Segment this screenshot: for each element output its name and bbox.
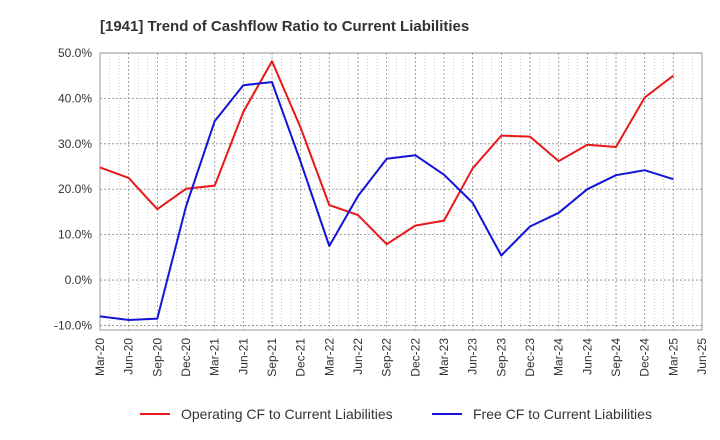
y-tick-label: -10.0% xyxy=(54,318,92,332)
legend-label: Free CF to Current Liabilities xyxy=(473,406,652,422)
x-tick-label: Mar-20 xyxy=(93,338,107,376)
x-tick-label: Jun-21 xyxy=(236,338,250,375)
y-tick-label: 30.0% xyxy=(58,137,92,151)
x-tick-label: Jun-23 xyxy=(466,338,480,375)
chart-title: [1941] Trend of Cashflow Ratio to Curren… xyxy=(100,18,469,35)
x-tick-label: Mar-22 xyxy=(322,338,336,376)
y-tick-label: 20.0% xyxy=(58,182,92,196)
y-axis-ticks: -10.0% 0.0% 10.0% 20.0% 30.0% 40.0% 50.0% xyxy=(54,46,92,332)
series-line-operating-cf xyxy=(99,60,674,246)
x-tick-label: Dec-24 xyxy=(638,338,652,377)
y-tick-label: 10.0% xyxy=(58,228,92,242)
x-tick-label: Dec-22 xyxy=(408,338,422,377)
x-tick-label: Mar-24 xyxy=(552,338,566,376)
legend: Operating CF to Current Liabilities Free … xyxy=(140,406,652,422)
x-tick-label: Jun-20 xyxy=(122,338,136,375)
x-tick-label: Dec-21 xyxy=(294,338,308,377)
legend-label: Operating CF to Current Liabilities xyxy=(181,406,393,422)
x-tick-label: Jun-25 xyxy=(695,338,709,375)
y-tick-label: 50.0% xyxy=(58,46,92,60)
x-tick-label: Mar-25 xyxy=(666,338,680,376)
x-tick-label: Dec-20 xyxy=(179,338,193,377)
plot-area xyxy=(99,52,703,331)
series-line-free-cf xyxy=(99,81,674,321)
x-tick-label: Mar-21 xyxy=(208,338,222,376)
x-tick-label: Sep-23 xyxy=(494,338,508,377)
x-tick-label: Dec-23 xyxy=(523,338,537,377)
x-tick-label: Sep-21 xyxy=(265,338,279,377)
x-tick-label: Sep-20 xyxy=(150,338,164,377)
x-tick-label: Sep-22 xyxy=(380,338,394,377)
plot-frame xyxy=(99,52,703,331)
x-tick-label: Sep-24 xyxy=(609,338,623,377)
x-axis-ticks: Mar-20 Jun-20 Sep-20 Dec-20 Mar-21 Jun-21 Sep-… xyxy=(93,338,709,377)
x-tick-label: Mar-23 xyxy=(437,338,451,376)
series-layer xyxy=(99,60,674,321)
x-tick-label: Jun-22 xyxy=(351,338,365,375)
x-tick-label: Jun-24 xyxy=(580,338,594,375)
grid-lines xyxy=(100,52,702,330)
y-tick-label: 0.0% xyxy=(65,273,93,287)
y-tick-label: 40.0% xyxy=(58,91,92,105)
